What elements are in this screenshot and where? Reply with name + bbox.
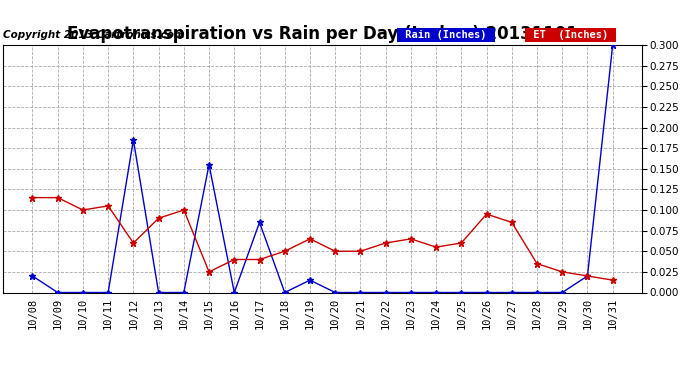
Title: Evapotranspiration vs Rain per Day (Inches) 20131101: Evapotranspiration vs Rain per Day (Inch… xyxy=(67,26,578,44)
Text: ET  (Inches): ET (Inches) xyxy=(527,30,614,40)
Text: Rain (Inches): Rain (Inches) xyxy=(399,30,493,40)
Text: Copyright 2013 Cartronics.com: Copyright 2013 Cartronics.com xyxy=(3,30,185,40)
